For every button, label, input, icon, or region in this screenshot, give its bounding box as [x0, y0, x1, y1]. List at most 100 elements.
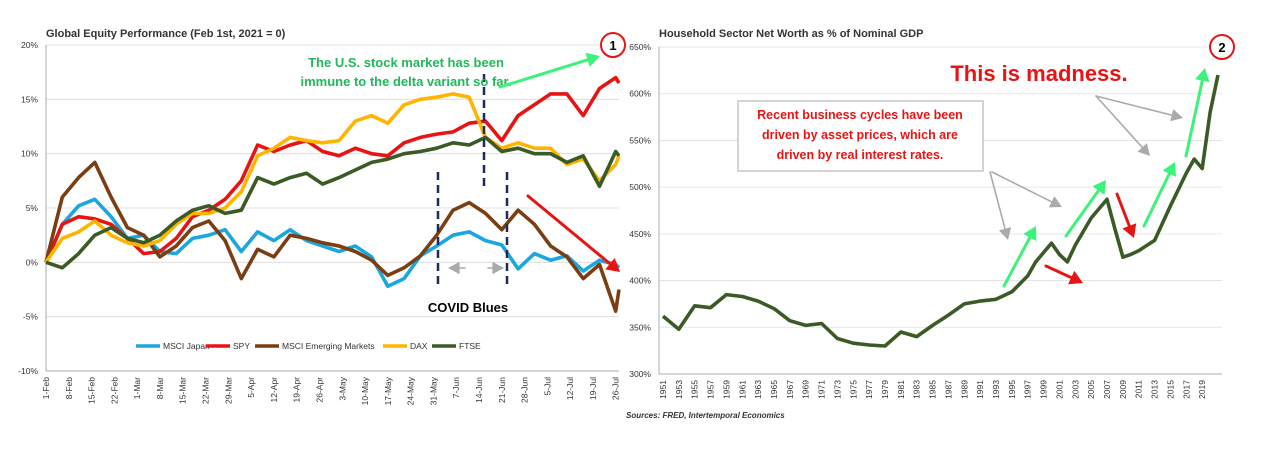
- right-x-tick-label: 1969: [801, 380, 811, 399]
- right-y-tick-label: 350%: [629, 322, 651, 332]
- right-x-tick-label: 2003: [1070, 380, 1080, 399]
- right-y-tick-label: 450%: [629, 229, 651, 239]
- right-x-tick-label: 1981: [896, 380, 906, 399]
- right-x-tick-label: 1957: [706, 380, 716, 399]
- sources-note: Sources: FRED, Intertemporal Economics: [626, 411, 785, 420]
- right-x-tick-label: 1967: [785, 380, 795, 399]
- annotation-cycles-line3: driven by real interest rates.: [777, 148, 944, 162]
- left-x-tick-label: 28-Jun: [520, 377, 530, 403]
- right-x-tick-label: 1965: [769, 380, 779, 399]
- left-x-tick-label: 17-May: [383, 376, 393, 405]
- right-x-tick-label: 1983: [912, 380, 922, 399]
- right-x-tick-label: 1993: [991, 380, 1001, 399]
- right-x-tick-label: 2009: [1118, 380, 1128, 399]
- series-line-dax: [44, 92, 621, 264]
- right-x-tick-label: 1959: [721, 380, 731, 399]
- grey-arrow: [487, 261, 504, 275]
- annotation-cycles-line2: driven by asset prices, which are: [762, 128, 958, 142]
- series-line-spy: [44, 75, 621, 264]
- legend-label: DAX: [410, 341, 428, 351]
- grey-arrow: [448, 261, 466, 275]
- left-x-tick-label: 5-Jul: [542, 377, 552, 396]
- right-y-tick-label: 500%: [629, 182, 651, 192]
- left-x-tick-label: 3-May: [337, 376, 347, 400]
- left-y-tick-label: -10%: [18, 366, 38, 376]
- right-x-tick-label: 1961: [737, 380, 747, 399]
- grey-arrow: [989, 171, 1012, 240]
- left-x-tick-label: 1-Mar: [132, 377, 142, 399]
- right-y-tick-label: 300%: [629, 369, 651, 379]
- green-arrow: [1142, 162, 1176, 228]
- left-x-tick-label: 26-Apr: [314, 377, 324, 403]
- right-x-tick-label: 1987: [943, 380, 953, 399]
- right-x-tick-label: 1995: [1007, 380, 1017, 399]
- left-x-tick-label: 24-May: [406, 376, 416, 405]
- right-x-tick-label: 1955: [690, 380, 700, 399]
- badge-number-1: 1: [609, 38, 616, 53]
- right-x-tick-label: 2013: [1150, 380, 1160, 399]
- right-x-tick-label: 1971: [817, 380, 827, 399]
- grey-arrow: [1095, 95, 1183, 122]
- annotation-box: [737, 100, 984, 172]
- right-x-tick-label: 2011: [1134, 380, 1144, 399]
- left-y-tick-label: 10%: [21, 149, 38, 159]
- right-x-tick-label: 2007: [1102, 380, 1112, 399]
- right-y-tick-label: 650%: [629, 42, 651, 52]
- left-x-tick-label: 8-Mar: [155, 377, 165, 399]
- right-chart-title: Household Sector Net Worth as % of Nomin…: [659, 28, 923, 40]
- legend-label: FTSE: [459, 341, 481, 351]
- badge-number-2: 2: [1218, 40, 1225, 55]
- right-x-tick-label: 1979: [880, 380, 890, 399]
- left-x-tick-label: 31-May: [428, 376, 438, 405]
- badge-circle-1: [600, 32, 626, 58]
- legend-label: MSCI Emerging Markets: [282, 341, 375, 351]
- right-x-tick-label: 1977: [864, 380, 874, 399]
- left-x-tick-label: 7-Jun: [451, 377, 461, 399]
- right-x-tick-label: 2005: [1086, 380, 1096, 399]
- right-x-tick-label: 1997: [1023, 380, 1033, 399]
- left-y-tick-label: 15%: [21, 94, 38, 104]
- right-x-tick-label: 1973: [832, 380, 842, 399]
- red-arrow-down: [526, 194, 620, 272]
- left-x-tick-label: 8-Feb: [64, 377, 74, 399]
- net-worth-line: [661, 74, 1220, 348]
- annotation-covid-blues: COVID Blues: [428, 300, 508, 315]
- left-x-tick-label: 26-Jul: [611, 377, 621, 400]
- annotation-madness: This is madness.: [950, 61, 1127, 86]
- right-x-tick-label: 1999: [1039, 380, 1049, 399]
- red-arrow: [1044, 264, 1083, 285]
- right-x-tick-label: 2015: [1165, 380, 1175, 399]
- green-arrow: [1002, 226, 1037, 288]
- left-x-tick-label: 19-Jul: [588, 377, 598, 400]
- green-arrow-up: [498, 52, 600, 89]
- left-x-tick-label: 22-Feb: [109, 377, 119, 404]
- green-arrow: [1064, 180, 1106, 238]
- right-x-tick-label: 1951: [658, 380, 668, 399]
- left-y-tick-label: 0%: [26, 257, 39, 267]
- grey-arrow: [1095, 95, 1150, 156]
- legend-label: SPY: [233, 341, 250, 351]
- left-x-tick-label: 15-Mar: [178, 377, 188, 404]
- right-x-tick-label: 2019: [1197, 380, 1207, 399]
- annotation-cycles-line1: Recent business cycles have been: [757, 108, 963, 122]
- right-x-tick-label: 1989: [959, 380, 969, 399]
- left-x-tick-label: 14-Jun: [474, 377, 484, 403]
- annotation-us-market-line1: The U.S. stock market has been: [308, 55, 504, 70]
- right-y-tick-label: 550%: [629, 135, 651, 145]
- right-x-tick-label: 1975: [848, 380, 858, 399]
- series-line-ftse: [45, 135, 621, 270]
- left-x-tick-label: 12-Apr: [269, 377, 279, 403]
- right-x-tick-label: 1985: [928, 380, 938, 399]
- left-y-tick-label: 5%: [26, 203, 39, 213]
- right-x-tick-label: 2001: [1054, 380, 1064, 399]
- left-y-tick-label: 20%: [21, 40, 38, 50]
- badge-circle-2: [1209, 34, 1235, 60]
- left-x-tick-label: 21-Jun: [497, 377, 507, 403]
- left-x-tick-label: 19-Apr: [292, 377, 302, 403]
- right-x-tick-label: 1953: [674, 380, 684, 399]
- right-x-tick-label: 2017: [1181, 380, 1191, 399]
- left-x-tick-label: 5-Apr: [246, 377, 256, 398]
- right-x-tick-label: 1991: [975, 380, 985, 399]
